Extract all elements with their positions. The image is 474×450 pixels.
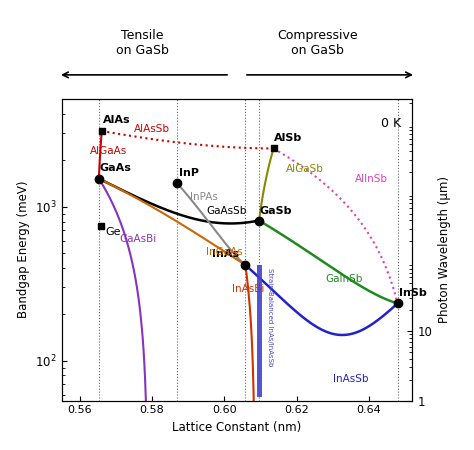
Text: InAsBi: InAsBi [232, 284, 264, 294]
Text: GaAsBi: GaAsBi [119, 234, 157, 243]
Text: GaSb: GaSb [260, 206, 292, 216]
Text: AlAsSb: AlAsSb [134, 124, 170, 134]
Text: Strain-Balanced InAs/InAsSb: Strain-Balanced InAs/InAsSb [267, 268, 273, 366]
Text: AlInSb: AlInSb [355, 175, 388, 184]
Text: Ge: Ge [105, 227, 120, 238]
Text: AlGaSb: AlGaSb [286, 164, 324, 174]
Bar [256, 265, 262, 397]
Text: Tensile
on GaSb: Tensile on GaSb [116, 29, 169, 57]
Text: AlGaAs: AlGaAs [90, 146, 127, 156]
Text: InSb: InSb [399, 288, 427, 298]
Text: InAsSb: InAsSb [333, 374, 368, 384]
Text: InP: InP [179, 168, 199, 178]
Text: GaAs: GaAs [100, 163, 131, 173]
Text: Compressive
on GaSb: Compressive on GaSb [277, 29, 358, 57]
X-axis label: Lattice Constant (nm): Lattice Constant (nm) [173, 421, 301, 434]
Text: InPAs: InPAs [190, 192, 218, 202]
Text: AlAs: AlAs [102, 115, 130, 125]
Text: GaAsSb: GaAsSb [206, 207, 246, 216]
Text: InGaAs: InGaAs [206, 247, 243, 256]
Text: AlSb: AlSb [274, 133, 302, 143]
Text: InAs: InAs [212, 249, 239, 259]
Y-axis label: Photon Wavelength (μm): Photon Wavelength (μm) [438, 176, 451, 323]
Y-axis label: Bandgap Energy (meV): Bandgap Energy (meV) [17, 181, 29, 319]
Text: GaInSb: GaInSb [326, 274, 363, 284]
Text: 0 K: 0 K [382, 117, 401, 130]
